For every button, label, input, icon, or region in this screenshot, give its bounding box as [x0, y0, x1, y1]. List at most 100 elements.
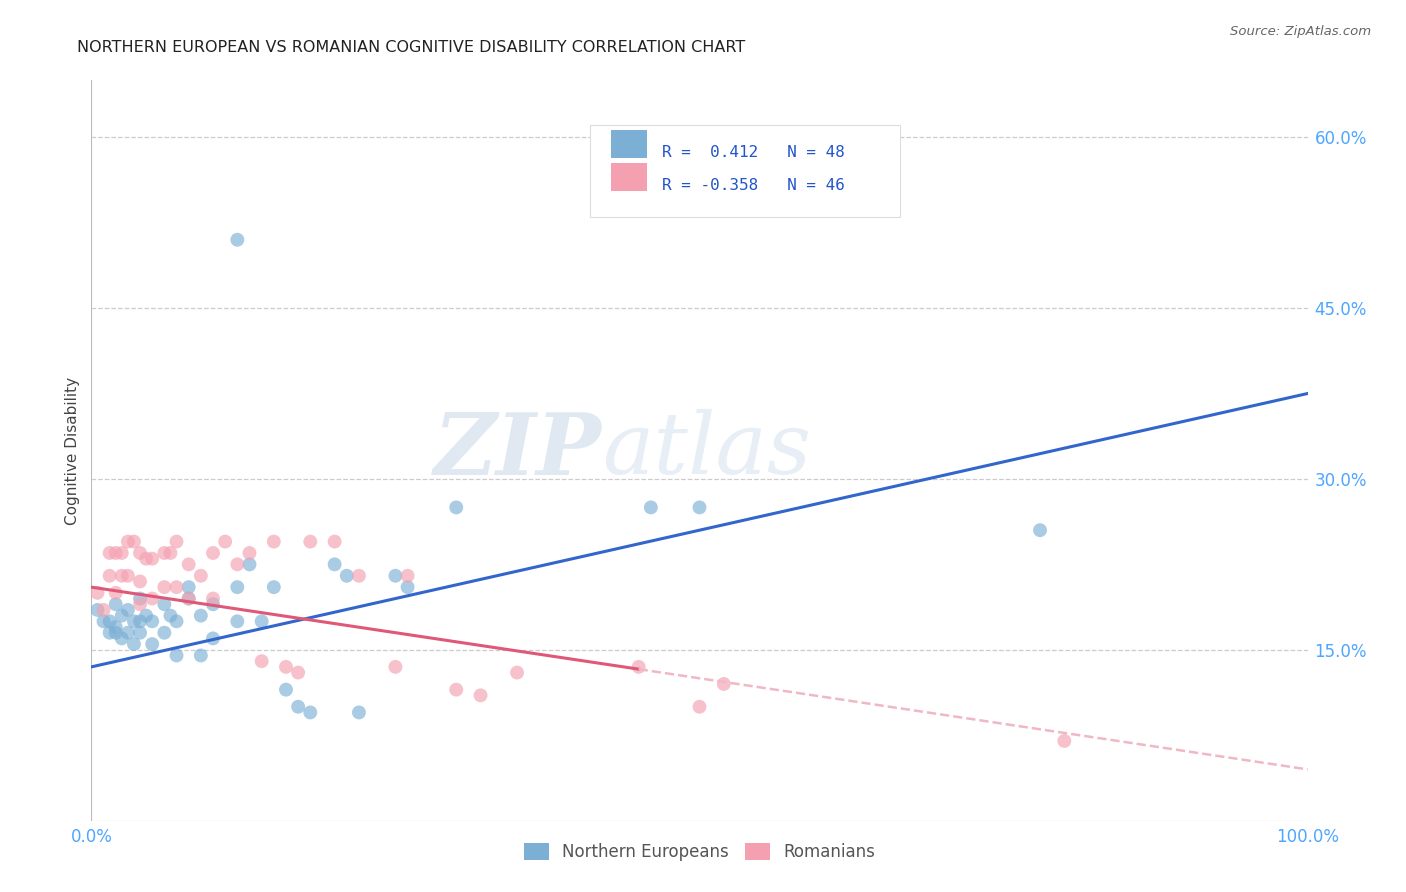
Text: ZIP: ZIP — [434, 409, 602, 492]
Point — [104, 546, 127, 560]
Point — [202, 546, 225, 560]
Point — [177, 591, 200, 606]
Point — [166, 534, 188, 549]
Point — [153, 546, 176, 560]
Point — [86, 586, 108, 600]
Point — [444, 500, 467, 515]
Point — [1053, 734, 1076, 748]
Point — [202, 591, 225, 606]
Point — [153, 625, 176, 640]
Point — [226, 580, 249, 594]
FancyBboxPatch shape — [610, 130, 647, 158]
Point — [117, 534, 139, 549]
Point — [506, 665, 529, 680]
Point — [93, 615, 115, 629]
Point — [347, 706, 370, 720]
Point — [299, 706, 322, 720]
Point — [98, 546, 121, 560]
Point — [238, 546, 260, 560]
Point — [190, 608, 212, 623]
Point — [129, 597, 152, 611]
Point — [627, 660, 650, 674]
Point — [153, 580, 176, 594]
Point — [98, 625, 121, 640]
Point — [274, 682, 297, 697]
Legend: Northern Europeans, Romanians: Northern Europeans, Romanians — [517, 837, 882, 868]
Point — [166, 615, 188, 629]
Point — [688, 500, 710, 515]
Point — [347, 568, 370, 582]
Point — [111, 546, 134, 560]
Point — [129, 574, 152, 589]
Point — [141, 637, 163, 651]
Point — [104, 620, 127, 634]
Point — [129, 546, 152, 560]
Point — [226, 233, 249, 247]
Point — [444, 682, 467, 697]
Point — [190, 568, 212, 582]
Point — [177, 591, 200, 606]
Text: Source: ZipAtlas.com: Source: ZipAtlas.com — [1230, 25, 1371, 38]
Point — [263, 534, 285, 549]
Text: R =  0.412   N = 48: R = 0.412 N = 48 — [662, 145, 845, 160]
Point — [104, 597, 127, 611]
Point — [263, 580, 285, 594]
Point — [384, 568, 406, 582]
Point — [111, 632, 134, 646]
Point — [86, 603, 108, 617]
Text: atlas: atlas — [602, 409, 811, 491]
Point — [250, 615, 273, 629]
Point — [104, 586, 127, 600]
Point — [129, 615, 152, 629]
Text: R = -0.358   N = 46: R = -0.358 N = 46 — [662, 178, 845, 193]
Point — [111, 568, 134, 582]
Point — [117, 568, 139, 582]
Point — [135, 608, 157, 623]
Point — [177, 558, 200, 572]
Point — [202, 632, 225, 646]
Point — [299, 534, 322, 549]
Point — [129, 591, 152, 606]
Point — [214, 534, 236, 549]
Point — [141, 615, 163, 629]
Point — [226, 615, 249, 629]
Point — [323, 534, 346, 549]
Point — [688, 699, 710, 714]
Point — [396, 568, 419, 582]
Point — [166, 580, 188, 594]
Point — [470, 689, 492, 703]
Point — [117, 603, 139, 617]
Point — [640, 500, 662, 515]
Point — [250, 654, 273, 668]
Point — [238, 558, 260, 572]
Point — [166, 648, 188, 663]
Point — [135, 551, 157, 566]
Point — [177, 580, 200, 594]
Point — [141, 551, 163, 566]
Point — [159, 546, 181, 560]
Point — [713, 677, 735, 691]
Point — [111, 608, 134, 623]
Point — [129, 625, 152, 640]
Point — [287, 699, 309, 714]
Point — [104, 625, 127, 640]
Point — [1029, 523, 1052, 537]
Point — [93, 603, 115, 617]
FancyBboxPatch shape — [610, 163, 647, 191]
Point — [190, 648, 212, 663]
Point — [117, 625, 139, 640]
Point — [153, 597, 176, 611]
Point — [287, 665, 309, 680]
Text: NORTHERN EUROPEAN VS ROMANIAN COGNITIVE DISABILITY CORRELATION CHART: NORTHERN EUROPEAN VS ROMANIAN COGNITIVE … — [77, 40, 745, 55]
Point — [122, 534, 145, 549]
Point — [141, 591, 163, 606]
Point — [202, 597, 225, 611]
Point — [122, 637, 145, 651]
Point — [98, 615, 121, 629]
Point — [122, 615, 145, 629]
Point — [396, 580, 419, 594]
Point — [274, 660, 297, 674]
Y-axis label: Cognitive Disability: Cognitive Disability — [65, 376, 80, 524]
Point — [336, 568, 359, 582]
Point — [98, 568, 121, 582]
